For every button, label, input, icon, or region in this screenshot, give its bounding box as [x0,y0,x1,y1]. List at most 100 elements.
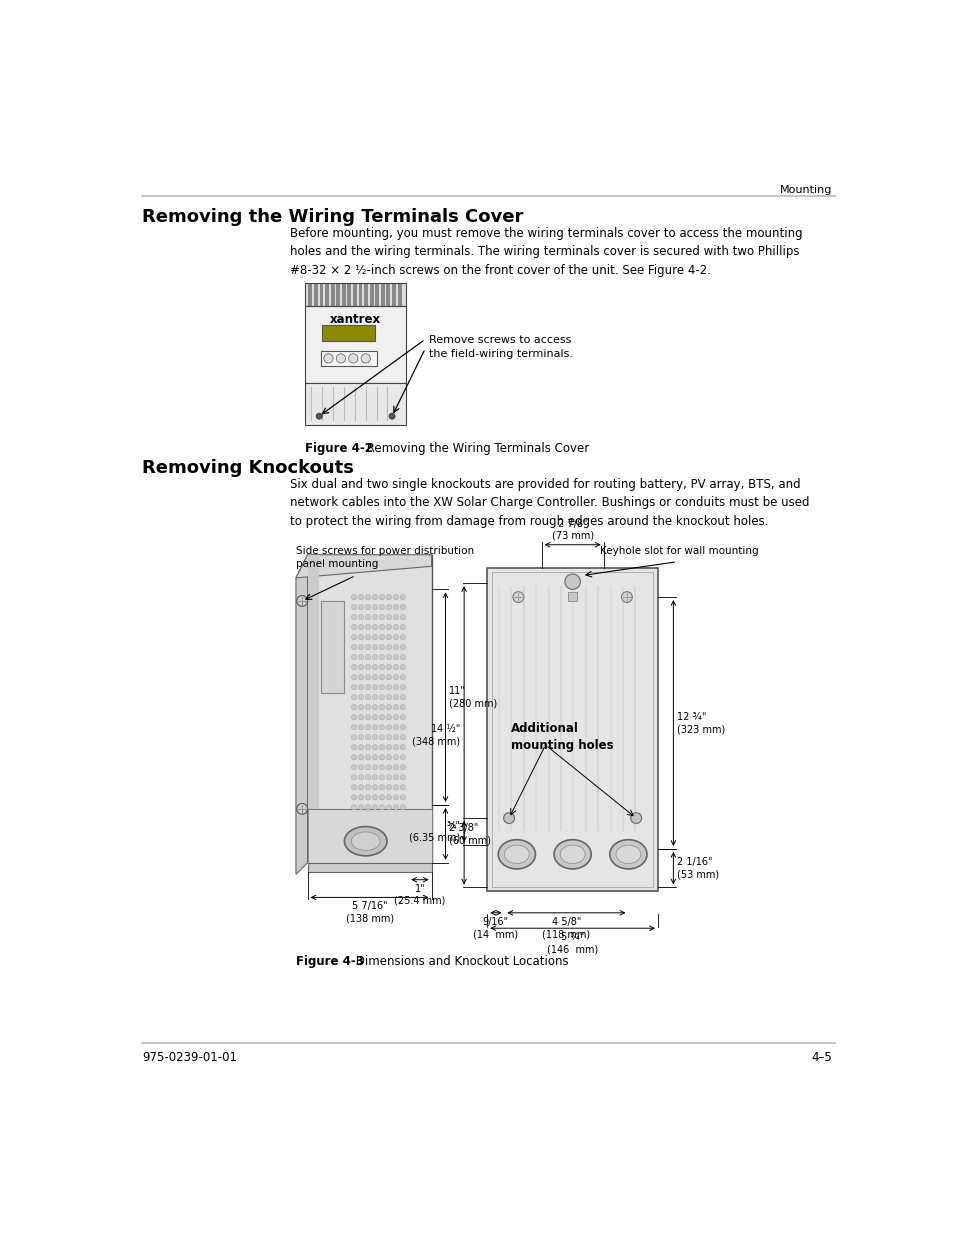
Circle shape [365,615,371,620]
Circle shape [358,725,363,730]
Circle shape [358,615,363,620]
Circle shape [399,645,405,650]
Circle shape [351,715,356,720]
Ellipse shape [497,840,535,869]
Circle shape [379,604,384,610]
Circle shape [393,604,398,610]
Circle shape [365,735,371,740]
Circle shape [564,574,579,589]
Circle shape [372,764,377,769]
Circle shape [351,794,356,800]
Text: Figure 4-2: Figure 4-2 [305,442,373,456]
Circle shape [372,745,377,750]
Bar [308,283,312,306]
Circle shape [379,704,384,710]
Circle shape [358,774,363,781]
Circle shape [399,715,405,720]
Circle shape [372,784,377,790]
Circle shape [365,725,371,730]
Circle shape [386,635,392,640]
Bar [392,283,395,306]
Circle shape [351,615,356,620]
Polygon shape [295,555,307,874]
Text: 2 3/8"
(60 mm): 2 3/8" (60 mm) [449,823,491,845]
Circle shape [351,774,356,781]
Bar [319,283,323,306]
Circle shape [386,764,392,769]
Bar [397,283,401,306]
Circle shape [399,805,405,810]
Polygon shape [295,555,431,578]
Circle shape [365,764,371,769]
Bar [320,601,344,693]
Bar [364,283,368,306]
Text: Removing the Wiring Terminals Cover: Removing the Wiring Terminals Cover [363,442,589,456]
Circle shape [386,674,392,680]
Circle shape [379,664,384,669]
Circle shape [365,805,371,810]
Circle shape [393,764,398,769]
Circle shape [358,625,363,630]
Circle shape [351,755,356,760]
Circle shape [379,694,384,700]
Bar [305,383,406,425]
Circle shape [323,353,333,363]
Bar [380,283,384,306]
Circle shape [360,353,370,363]
Text: 14 ½"
(348 mm): 14 ½" (348 mm) [412,724,459,746]
Circle shape [399,594,405,600]
Circle shape [358,604,363,610]
Circle shape [379,764,384,769]
Circle shape [386,725,392,730]
Circle shape [513,592,523,603]
Circle shape [372,635,377,640]
Circle shape [386,784,392,790]
Circle shape [365,604,371,610]
Circle shape [386,715,392,720]
Bar [320,351,376,366]
Circle shape [379,805,384,810]
Circle shape [351,735,356,740]
Circle shape [379,674,384,680]
Bar [319,283,323,306]
Bar [386,283,390,306]
Circle shape [399,745,405,750]
Circle shape [393,694,398,700]
Circle shape [365,635,371,640]
Circle shape [386,745,392,750]
Circle shape [503,813,514,824]
Circle shape [386,735,392,740]
Bar [380,283,384,306]
Bar [307,555,431,863]
Circle shape [365,704,371,710]
Circle shape [365,625,371,630]
Circle shape [386,625,392,630]
Circle shape [386,645,392,650]
Circle shape [358,745,363,750]
Circle shape [335,353,345,363]
Circle shape [393,655,398,659]
Circle shape [399,764,405,769]
Circle shape [365,655,371,659]
Circle shape [372,704,377,710]
Circle shape [372,755,377,760]
Circle shape [358,694,363,700]
Circle shape [351,604,356,610]
Circle shape [365,674,371,680]
Bar [305,306,406,383]
Circle shape [372,694,377,700]
Circle shape [399,615,405,620]
Ellipse shape [344,826,387,856]
Circle shape [351,764,356,769]
Circle shape [393,704,398,710]
Bar [347,283,351,306]
Circle shape [372,805,377,810]
Circle shape [351,645,356,650]
Text: 11"
(280 mm): 11" (280 mm) [449,685,497,709]
Circle shape [379,725,384,730]
Circle shape [399,704,405,710]
Circle shape [393,664,398,669]
Circle shape [379,615,384,620]
Circle shape [399,674,405,680]
Ellipse shape [504,845,529,863]
